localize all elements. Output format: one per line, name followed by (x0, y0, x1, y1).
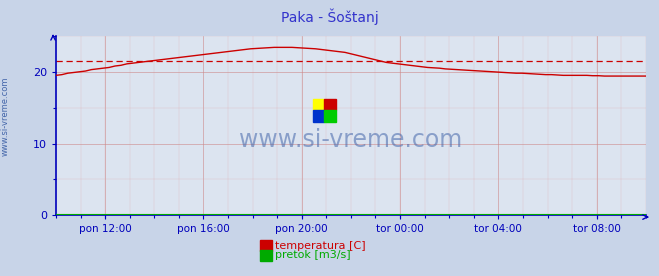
Bar (324, 99, 336, 110)
Bar (312, 99, 324, 110)
Text: temperatura [C]: temperatura [C] (275, 241, 366, 251)
Bar (324, 110, 336, 122)
Text: www.si-vreme.com: www.si-vreme.com (239, 128, 463, 152)
Text: Paka - Šoštanj: Paka - Šoštanj (281, 8, 378, 25)
Text: pretok [m3/s]: pretok [m3/s] (275, 250, 351, 260)
Text: www.si-vreme.com: www.si-vreme.com (1, 76, 10, 156)
Bar (312, 110, 324, 122)
